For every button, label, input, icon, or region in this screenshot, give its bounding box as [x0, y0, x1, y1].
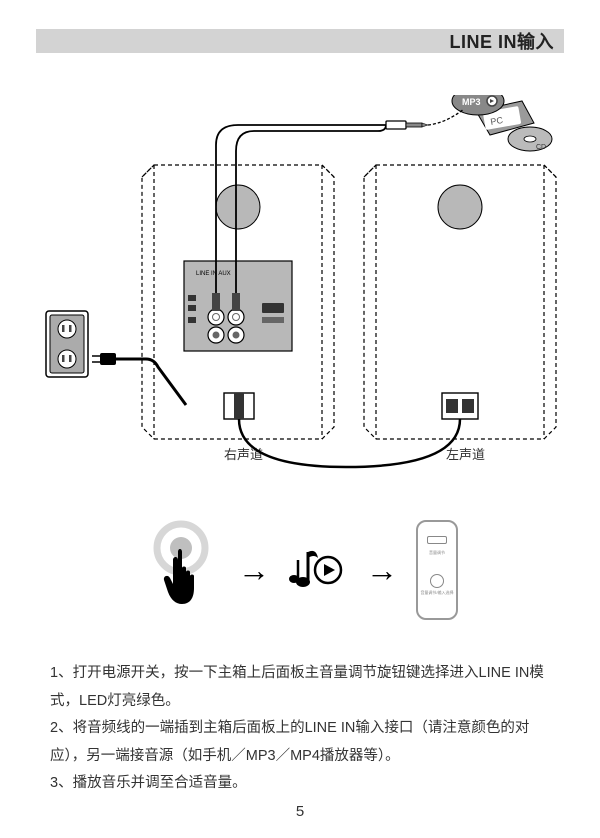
instruction-line: 3、播放音乐并调至合适音量。	[50, 770, 550, 798]
touch-button-icon	[142, 520, 220, 620]
page-number: 5	[0, 803, 600, 820]
arrow-icon: →	[238, 552, 270, 589]
procedure-row: → → 音量调节 音量调节/输入选择	[0, 505, 600, 635]
power-cord-icon	[92, 353, 186, 405]
left-speaker-label: 左声道	[446, 447, 485, 462]
arrow-icon: →	[366, 552, 398, 589]
instruction-line: 1、打开电源开关，按一下主箱上后面板主音量调节旋钮键选择进入LINE IN模式，…	[50, 660, 550, 715]
instructions-block: 1、打开电源开关，按一下主箱上后面板主音量调节旋钮键选择进入LINE IN模式，…	[50, 660, 550, 798]
svg-text:LINE IN AUX: LINE IN AUX	[196, 271, 231, 277]
wall-outlet-icon	[46, 311, 88, 377]
remote-control-icon: 音量调节 音量调节/输入选择	[416, 520, 458, 620]
left-speaker-icon	[364, 165, 556, 439]
music-play-icon	[288, 540, 348, 600]
connection-diagram: LINE IN AUX 右声道 左声道 PC	[36, 95, 564, 475]
source-devices-icon: PC MP3 CD	[428, 95, 552, 151]
speaker-link-cable-icon	[239, 419, 460, 467]
header-bar: LINE IN输入	[36, 29, 564, 53]
page-title: LINE IN输入	[449, 28, 554, 54]
svg-text:CD: CD	[536, 144, 546, 151]
svg-text:MP3: MP3	[462, 97, 481, 107]
instruction-line: 2、将音频线的一端插到主箱后面板上的LINE IN输入接口（请注意颜色的对应），…	[50, 715, 550, 770]
